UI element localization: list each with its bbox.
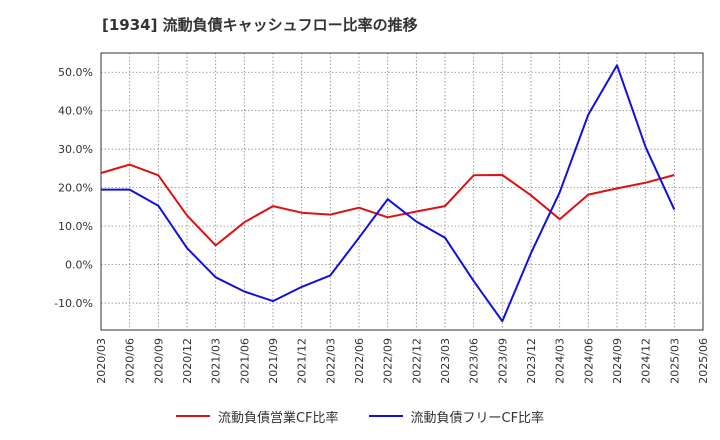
y-tick-label: 40.0% [58,105,93,118]
x-tick-label: 2021/06 [238,338,251,384]
chart-title: [1934] 流動負債キャッシュフロー比率の推移 [102,16,418,34]
x-tick-label: 2025/06 [697,338,710,384]
y-tick-label: 50.0% [58,66,93,79]
y-tick-labels: 50.0% 40.0% 30.0% 20.0% 10.0% 0.0% -10.0% [54,66,93,310]
legend-swatch-operating-cf [175,415,210,417]
x-tick-label: 2021/09 [267,338,280,384]
y-tick-label: 30.0% [58,143,93,156]
legend-item-operating-cf: 流動負債営業CF比率 [175,407,339,426]
x-tick-label: 2022/06 [353,338,366,384]
legend-label-free-cf: 流動負債フリーCF比率 [410,410,545,426]
legend-item-free-cf: 流動負債フリーCF比率 [368,407,545,426]
x-tick-label: 2022/09 [382,338,395,384]
legend: 流動負債営業CF比率 流動負債フリーCF比率 [0,404,720,428]
series-line-1 [101,64,676,323]
series-lines [100,64,676,323]
x-tick-label: 2023/12 [525,338,538,384]
x-tick-label: 2023/06 [468,338,481,384]
x-tick-label: 2020/06 [124,338,137,384]
y-tick-label: 0.0% [65,259,93,272]
x-tick-label: 2022/12 [410,338,423,384]
y-tick-label: 20.0% [58,182,93,195]
plot-area [101,53,703,330]
axes [100,52,704,331]
series-line-0 [100,163,675,247]
x-tick-label: 2021/03 [210,338,223,384]
x-tick-label: 2025/03 [668,338,681,384]
x-tick-label: 2020/03 [95,338,108,384]
x-tick-label: 2024/12 [640,338,653,384]
x-tick-label: 2022/03 [324,338,337,384]
x-tick-label: 2021/12 [296,338,309,384]
plot-border [100,52,704,331]
x-tick-label: 2023/03 [439,338,452,384]
x-tick-label: 2024/09 [611,338,624,384]
y-tick-label: -10.0% [54,297,93,310]
x-tick-labels: 2020/03 2020/06 2020/09 2020/12 2021/03 2021/… [95,338,710,384]
grid [100,53,704,330]
y-tick-label: 10.0% [58,220,93,233]
x-tick-label: 2024/03 [554,338,567,384]
x-tick-label: 2020/12 [181,338,194,384]
x-tick-label: 2020/09 [152,338,165,384]
x-tick-label: 2024/06 [582,338,595,384]
legend-swatch-free-cf [368,415,403,417]
legend-label-operating-cf: 流動負債営業CF比率 [217,410,339,426]
x-tick-label: 2023/09 [496,338,509,384]
